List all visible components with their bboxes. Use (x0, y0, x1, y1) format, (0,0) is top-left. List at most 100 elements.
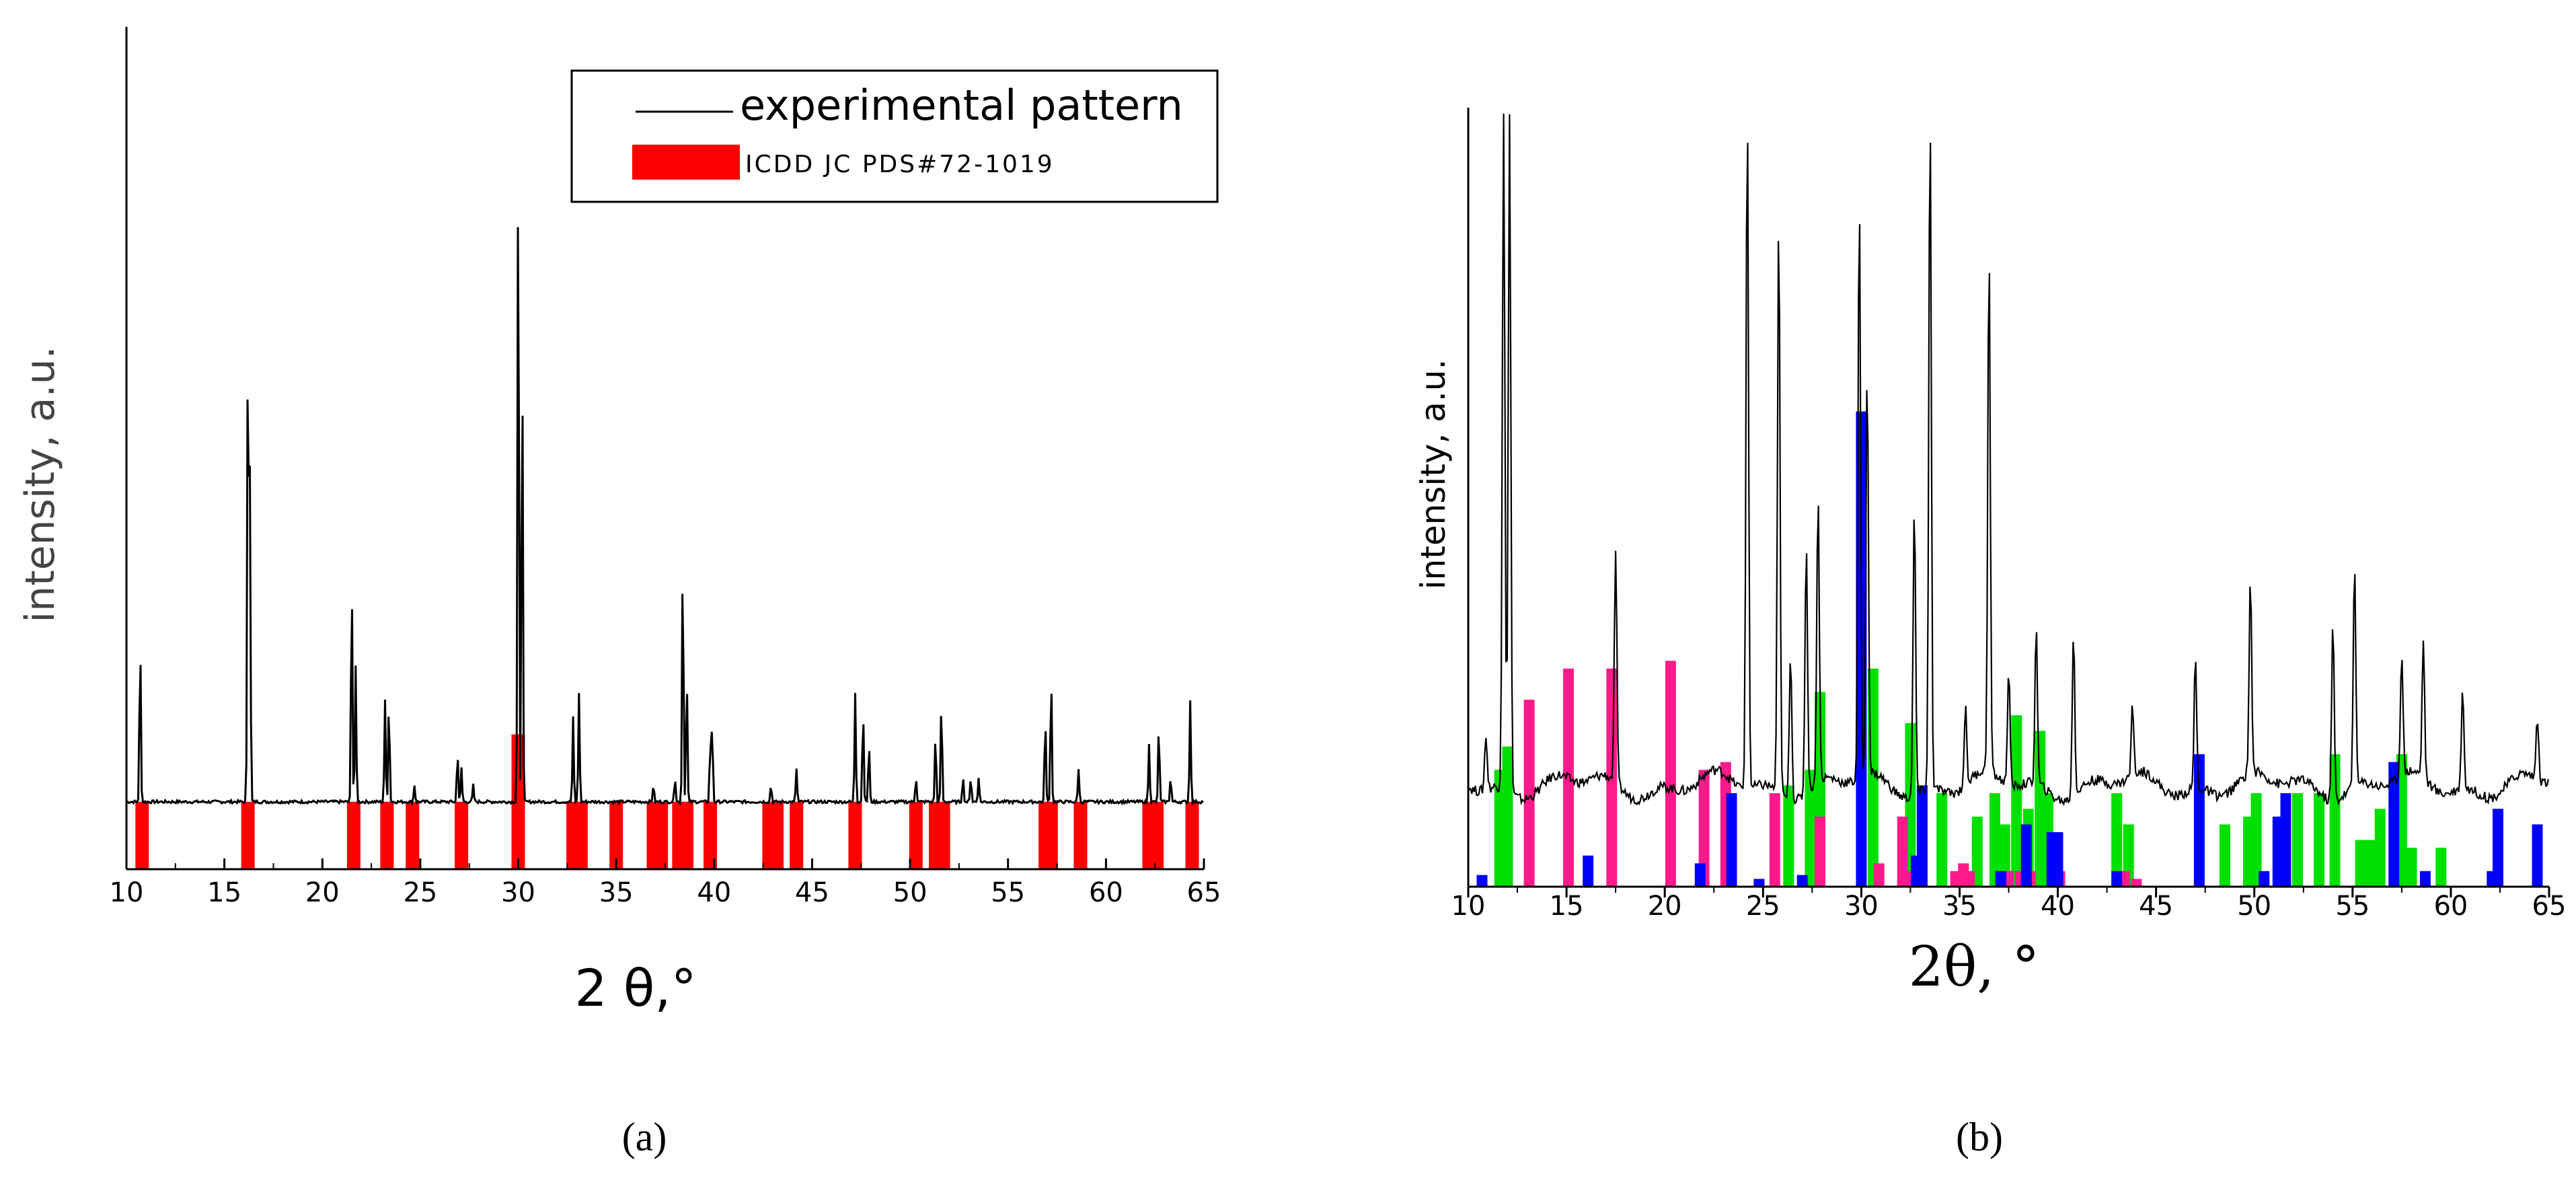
panel-b-x-tick-label: 65 (2532, 891, 2567, 922)
panel-a-ticks: 10 15 20 25 30 35 40 45 50 55 60 65 (110, 858, 1221, 908)
panel-b-reference-bar (2314, 793, 2325, 887)
panel-b-reference-bar (2406, 848, 2417, 887)
panel-a-x-tick-label: 55 (991, 877, 1025, 908)
panel-a-label: (a) (622, 1115, 667, 1159)
panel-b-x-tick-label: 50 (2237, 891, 2271, 922)
panel-b-x-tick-label: 40 (2041, 891, 2075, 922)
panel-b-reference-bar (1583, 855, 1594, 887)
panel-b-reference-bar (2532, 824, 2543, 887)
panel-a-reference-bar (511, 734, 525, 869)
panel-b-reference-bar (2292, 793, 2303, 887)
panel-a-reference-bar (770, 801, 784, 869)
panel-a-reference-bar (848, 801, 862, 869)
panel-b-x-tick-label: 60 (2433, 891, 2468, 922)
panel-b-reference-bar (2250, 793, 2262, 887)
panel-b-reference-bar (2011, 715, 2022, 887)
panel-b-reference-bar (1990, 793, 2000, 887)
panel-a-reference-bars (135, 734, 1199, 869)
panel-a-reference-bar (406, 801, 420, 869)
panel-b-reference-bar (2111, 793, 2123, 887)
panel-a-reference-bar (574, 801, 588, 869)
panel-a-x-tick-label: 10 (110, 877, 144, 908)
panel-a-legend: experimental pattern ICDD JC PDS#72-1019 (570, 69, 1219, 203)
panel-a-x-tick-label: 25 (403, 877, 437, 908)
panel-b-reference-bar (1563, 668, 1574, 887)
panel-b-reference-bar (1873, 863, 1885, 887)
panel-b-reference-bar (1502, 746, 1513, 887)
panel-a-x-tick-label: 30 (501, 877, 535, 908)
panel-a-reference-bar (346, 801, 361, 869)
panel-a-x-tick-label: 35 (599, 877, 634, 908)
panel-b-reference-bar (1753, 879, 1765, 887)
panel-a-reference-bar (241, 801, 255, 869)
panel-a-reference-bar (704, 801, 717, 869)
panel-a-reference-bar (936, 801, 950, 869)
panel-a-x-tick-label: 45 (795, 877, 829, 908)
panel-a-x-tick-label: 65 (1187, 877, 1221, 908)
panel-b-reference-bar (2435, 848, 2447, 887)
panel-b-x-tick-label: 15 (1550, 891, 1584, 922)
legend-label-experimental: experimental pattern (740, 81, 1183, 130)
panel-a-reference-bar (1185, 801, 1199, 869)
panel-b-reference-bar (2329, 754, 2341, 887)
panel-a-x-tick-label: 60 (1089, 877, 1123, 908)
legend-bar-swatch (632, 145, 740, 180)
panel-b-reference-bar (1726, 793, 1737, 887)
panel-b-reference-bar (1523, 700, 1535, 887)
panel-a-x-tick-label: 20 (305, 877, 340, 908)
panel-a-reference-bar (909, 801, 923, 869)
panel-a-reference-bar (1073, 801, 1088, 869)
panel-b-x-tick-label: 55 (2335, 891, 2370, 922)
panel-b-reference-bar (1964, 871, 1975, 887)
panel-b-experimental-line (1467, 113, 2549, 806)
legend-box (570, 69, 1219, 203)
panel-b-x-tick-label: 45 (2139, 891, 2173, 922)
panel-b-ticks: 10 15 20 25 30 35 40 45 50 55 60 65 (1451, 887, 2567, 922)
panel-b-reference-bar (1698, 770, 1710, 887)
panel-b-ylabel: intensity, a.u. (1414, 359, 1453, 590)
panel-b-series (1467, 113, 2549, 806)
panel-b-reference-bar (1971, 816, 1983, 887)
panel-a-reference-bar (455, 801, 469, 869)
panel-b-reference-bar (2493, 809, 2503, 887)
panel-b-reference-bar (2020, 824, 2032, 887)
panel-b-label: (b) (1956, 1115, 2003, 1159)
panel-a-series (126, 227, 1204, 807)
panel-a-ylabel: intensity, a.u. (17, 346, 64, 622)
panel-a-reference-bar (680, 801, 693, 869)
panel-b-reference-bar (1796, 875, 1808, 887)
panel-b-reference-bar (1805, 770, 1816, 887)
panel-b-reference-bar (1897, 816, 1908, 887)
panel-a-chart: 10 15 20 25 30 35 40 45 50 55 60 65 intensity, a.u.… (17, 27, 1221, 1159)
panel-a-reference-bar (1150, 801, 1164, 869)
panel-a-x-tick-label: 40 (697, 877, 731, 908)
panel-b-reference-bar (1665, 661, 1676, 887)
panel-b-reference-bar (2111, 871, 2123, 887)
panel-a-reference-bar (380, 801, 394, 869)
panel-a-reference-bar (1044, 801, 1058, 869)
panel-a-experimental-line (126, 227, 1204, 807)
panel-b-reference-bar (2259, 871, 2270, 887)
panel-a-reference-bar (790, 801, 804, 869)
panel-b-chart: 10 15 20 25 30 35 40 45 50 55 60 65 intensity, a.u.… (1414, 108, 2566, 1159)
panel-b-reference-bar (1476, 875, 1488, 887)
panel-b-x-tick-label: 35 (1942, 891, 1977, 922)
panel-b-reference-bar (1916, 785, 1928, 887)
panel-b-reference-bar (1694, 863, 1706, 887)
panel-a-reference-bar (609, 801, 623, 869)
panel-b-reference-bar (2219, 824, 2230, 887)
panel-b-reference-bar (1815, 816, 1825, 887)
panel-b-reference-bar (1995, 871, 2006, 887)
panel-b-reference-bar (1783, 785, 1794, 887)
panel-a-reference-bar (654, 801, 669, 869)
panel-b-reference-bar (2374, 809, 2386, 887)
panel-b-reference-bar (2365, 840, 2376, 887)
panel-b-reference-bar (2388, 762, 2400, 887)
panel-a-x-tick-label: 15 (207, 877, 241, 908)
panel-b-x-tick-label: 10 (1451, 891, 1486, 922)
panel-b-reference-bar (2355, 840, 2366, 887)
panel-b-reference-bar (2052, 832, 2063, 887)
panel-b-reference-bar (2193, 754, 2205, 887)
